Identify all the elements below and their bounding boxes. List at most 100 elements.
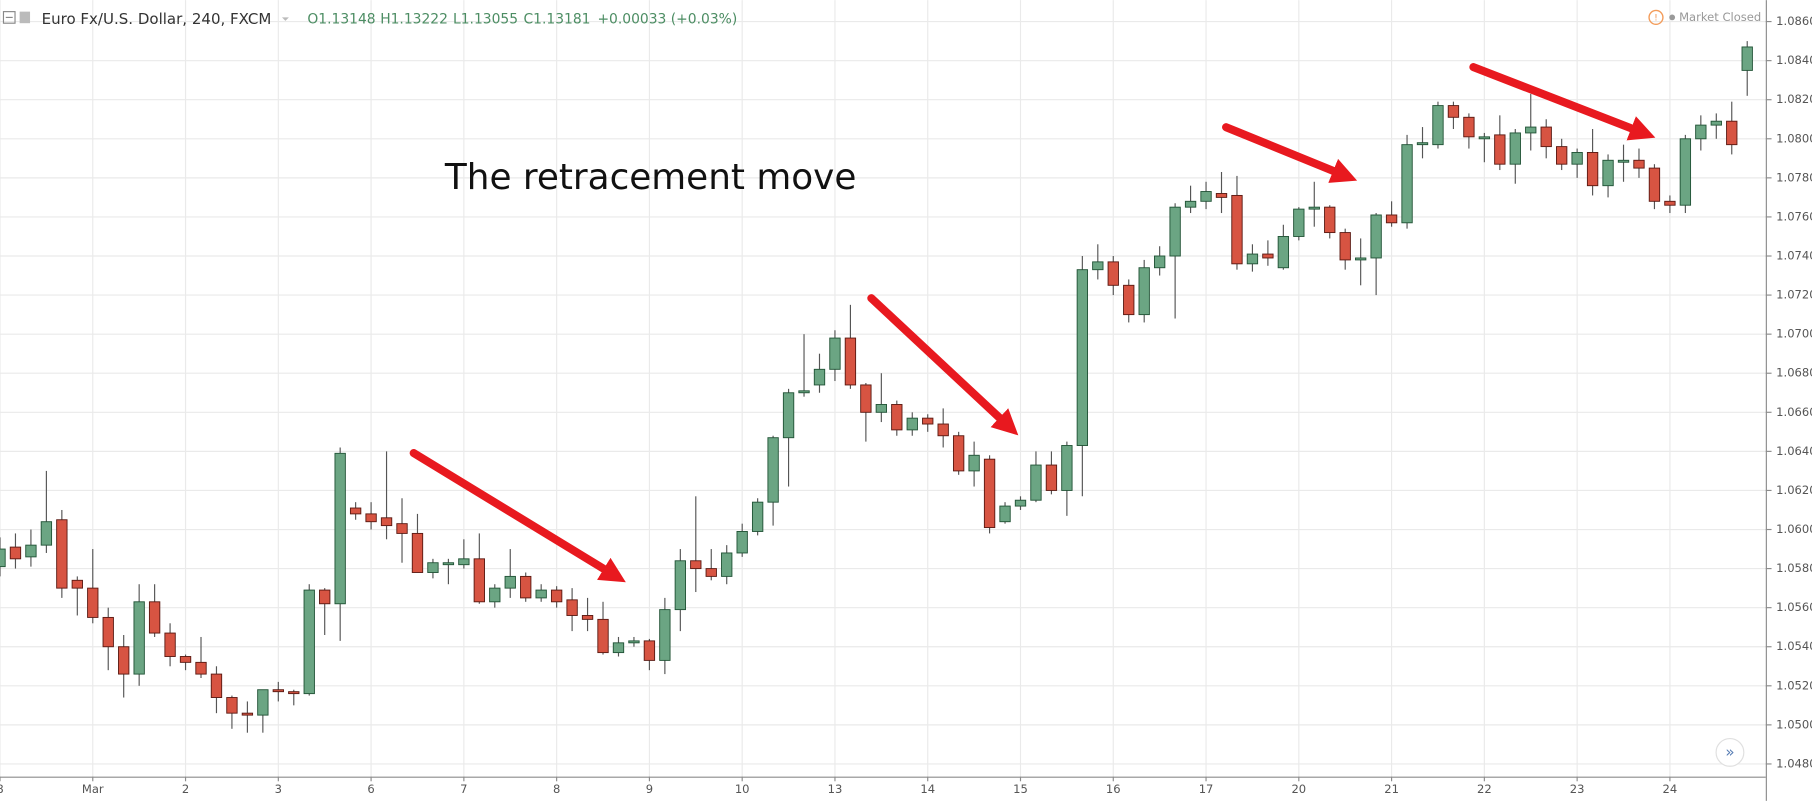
y-tick-label: 1.07000 [1776,327,1812,341]
candle-body [102,616,114,648]
candle-body [520,575,532,599]
y-tick-label: 1.08000 [1776,131,1812,145]
candle-body [87,587,99,618]
collapse-icon[interactable] [2,11,16,24]
candle-body [1525,126,1537,134]
candle-body [1324,206,1336,234]
candle-body [1617,159,1630,163]
x-tick-label: 14 [920,782,935,796]
x-tick-label: 13 [828,782,843,796]
annotation: The retracement move [444,157,856,198]
candle-body [1416,142,1429,146]
candle-body [767,437,779,503]
candle-body [1401,144,1413,224]
candle-body [1571,152,1583,165]
ohlc-change: +0.00033 (+0.03%) [597,12,737,28]
ohlc-low: L1.13055 [453,12,518,28]
x-tick-label: 6 [367,782,374,796]
x-tick-label: 15 [1013,782,1028,796]
x-tick-label: 21 [1384,782,1399,796]
market-status: Market Closed [1679,10,1761,24]
candle-body [1726,120,1738,146]
y-tick-label: 1.06400 [1776,444,1812,458]
candle-body [736,531,748,554]
candle-body [56,519,68,589]
candle-body [118,646,130,675]
axes: 1.04800 1.05000 1.05200 1.05400 1.05600 1.058… [0,14,1812,796]
candle-body [458,558,470,566]
title-dropdown[interactable] [281,17,289,21]
y-tick-label: 1.06200 [1776,483,1812,497]
candle-body [798,390,810,394]
y-tick-label: 1.05200 [1776,678,1812,692]
candle-body [1664,200,1676,206]
ohlc-close: C1.13181 [523,12,590,28]
y-tick-label: 1.07200 [1776,288,1812,302]
y-tick-label: 1.07400 [1776,249,1812,263]
x-tick-label: 8 [553,782,560,796]
candle-body [1246,253,1259,265]
candle-body [0,548,6,568]
candle-body [365,513,377,523]
candle-body [1262,253,1274,259]
candle-body [272,689,284,693]
candle-body [319,589,331,605]
y-tick-label: 1.06600 [1776,405,1812,419]
candle-body [1215,193,1228,198]
candle-body [1107,261,1119,286]
candle-body [1385,214,1398,224]
candle-body [674,560,686,611]
x-tick-label: 9 [646,782,653,796]
candle-body [597,618,609,654]
candle-body [999,505,1011,523]
y-tick-label: 1.08400 [1776,53,1812,67]
x-tick-label: 22 [1477,782,1492,796]
x-tick-label: Mar [82,782,104,796]
candle-body [1184,200,1197,208]
candle-body [690,560,702,570]
y-tick-label: 1.05000 [1776,717,1812,731]
candle-body [1293,208,1305,237]
status-dot [1669,14,1676,21]
candle-body [1679,138,1692,206]
candle-body [1710,120,1722,126]
candle-body [721,552,733,577]
y-tick-label: 1.05800 [1776,561,1812,575]
candle-body [891,404,903,431]
x-tick-label: 16 [1106,782,1121,796]
candle-body [1277,236,1290,269]
candle-body [9,546,22,560]
candle-body [1463,116,1475,138]
y-tick-label: 1.06800 [1776,366,1812,380]
candle-body [349,507,362,515]
candle-body [334,452,346,605]
candle-body [195,661,207,675]
candle-body [1014,499,1027,507]
x-tick-label: 23 [1570,782,1585,796]
candle-body [504,575,516,589]
candle-body [581,615,594,620]
x-tick-label: 7 [460,782,467,796]
candle-body [782,392,795,439]
candle-body [133,601,145,675]
arrow [1222,123,1358,183]
candle-body [288,691,300,695]
ohlc-high: H1.13222 [380,12,448,28]
candle-body [612,642,625,654]
candle-body [659,609,671,661]
candle-body [983,458,996,529]
candle-body [751,501,764,532]
candle-body [396,523,408,534]
symbol-icon [19,11,31,24]
scroll-button[interactable] [1715,737,1745,767]
candle-body [643,640,656,661]
candle-body [906,417,918,431]
candle-body [922,417,934,425]
arrow [409,449,626,583]
candle-body [1030,464,1042,501]
candle-body [380,517,393,527]
status-icon[interactable] [1648,9,1664,26]
candle-body [473,558,485,603]
